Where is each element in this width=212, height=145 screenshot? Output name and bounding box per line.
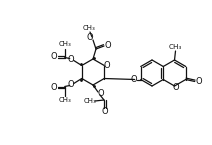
Text: O: O: [50, 83, 57, 92]
Text: CH₃: CH₃: [169, 44, 182, 50]
Text: O: O: [67, 80, 74, 89]
Text: O: O: [98, 88, 104, 97]
Text: O: O: [172, 83, 179, 91]
Text: CH₃: CH₃: [84, 98, 96, 104]
Text: O: O: [87, 33, 93, 42]
Text: O: O: [104, 61, 111, 70]
Text: O: O: [130, 75, 137, 84]
Text: CH₃: CH₃: [58, 97, 71, 103]
Text: O: O: [105, 41, 111, 50]
Text: O: O: [195, 77, 202, 86]
Text: O: O: [102, 107, 108, 116]
Text: CH₃: CH₃: [83, 25, 95, 31]
Text: O: O: [50, 52, 57, 61]
Text: O: O: [67, 55, 74, 64]
Text: CH₃: CH₃: [58, 41, 71, 48]
